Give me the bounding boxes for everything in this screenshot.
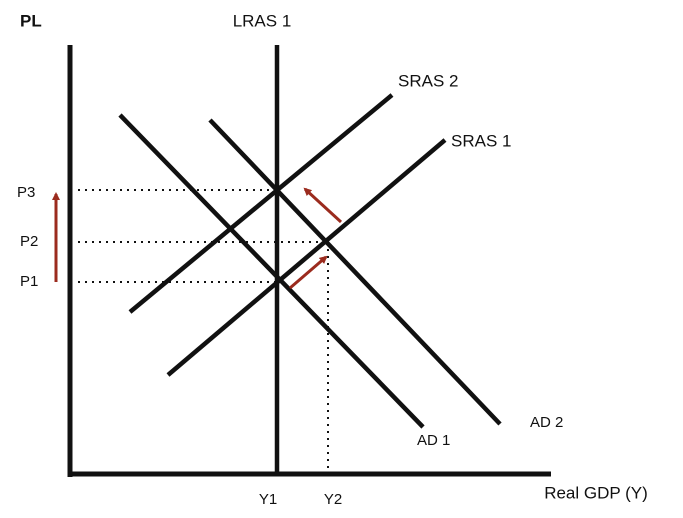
output-label: Y1 [259,491,277,508]
sras1-label: SRAS 1 [451,131,511,150]
sras2-label: SRAS 2 [398,71,458,90]
price-label: P3 [17,184,35,201]
y-axis-label: PL [20,11,42,30]
sras1-curve [166,138,447,377]
ad2-label: AD 2 [530,414,563,431]
ad1-label: AD 1 [417,432,450,449]
price-label: P1 [20,273,38,290]
sras2-curve [128,93,394,314]
lras-label: LRAS 1 [233,11,292,30]
output-label: Y2 [324,491,342,508]
price-label: P2 [20,233,38,250]
sras-shift-arrow [303,187,343,224]
x-axis-label: Real GDP (Y) [544,483,648,502]
ad-shift-arrow [289,255,328,290]
ad1-curve [118,113,425,429]
ad2-curve [208,118,502,426]
